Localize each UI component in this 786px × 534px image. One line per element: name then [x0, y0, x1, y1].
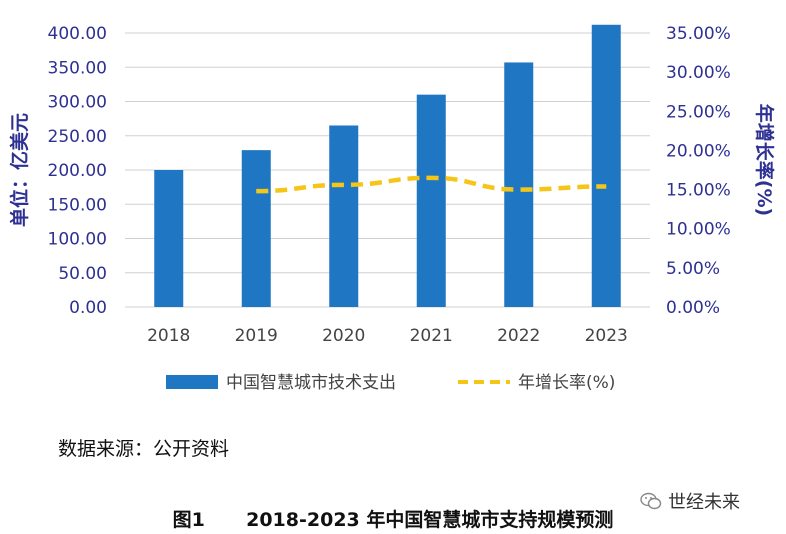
chart-canvas: 0.00 50.00 100.00 150.00 200.00 250.00 300.00 3… [8, 24, 776, 393]
figure-caption: 图1 2018-2023 年中国智慧城市支持规模预测 [0, 505, 786, 532]
growth-rate-line [256, 175, 607, 194]
x-tick-label: 2018 [147, 326, 190, 346]
y2-tick-label: 20.00% [666, 141, 731, 161]
left-axis-ticks: 0.00 50.00 100.00 150.00 200.00 250.00 300.00 3… [48, 24, 107, 318]
watermark: 世经未来 [640, 488, 740, 514]
bar [591, 24, 621, 308]
caption-prefix: 图1 [172, 509, 205, 531]
y-tick-label: 350.00 [48, 58, 107, 78]
wechat-icon [640, 492, 662, 510]
chart-bars [154, 24, 621, 308]
y-tick-label: 150.00 [48, 195, 107, 215]
watermark-text: 世经未来 [668, 492, 740, 513]
y-tick-label: 250.00 [48, 127, 107, 147]
x-tick-label: 2023 [585, 326, 628, 346]
y-tick-label: 400.00 [48, 24, 107, 44]
x-axis-ticks: 2018 2019 2020 2021 2022 2023 [147, 326, 628, 346]
y2-tick-label: 0.00% [666, 298, 720, 318]
bar [504, 62, 534, 307]
chart-grid [125, 32, 650, 308]
y-tick-label: 300.00 [48, 93, 107, 113]
legend-line-label: 年增长率(%) [518, 373, 615, 393]
legend-bar-label: 中国智慧城市技术支出 [226, 373, 396, 393]
y-tick-label: 50.00 [58, 264, 107, 284]
right-axis-ticks: 0.00% 5.00% 10.00% 15.00% 20.00% 25.00% 30.00%… [666, 24, 731, 318]
bar [329, 125, 359, 307]
legend: 中国智慧城市技术支出 年增长率(%) [166, 373, 615, 393]
y-tick-label: 100.00 [48, 230, 107, 250]
y2-axis-title: 年增长率(%) [753, 104, 776, 216]
bar [416, 94, 446, 308]
y-axis-title: 单位：亿美元 [8, 113, 31, 227]
caption-title: 2018-2023 年中国智慧城市支持规模预测 [246, 509, 614, 531]
source-note: 数据来源：公开资料 [58, 438, 230, 460]
y2-tick-label: 25.00% [666, 102, 731, 122]
x-tick-label: 2020 [322, 326, 365, 346]
y-tick-label: 0.00 [69, 298, 107, 318]
y2-tick-label: 5.00% [666, 259, 720, 279]
x-tick-label: 2019 [235, 326, 278, 346]
y2-tick-label: 15.00% [666, 181, 731, 201]
y2-tick-label: 30.00% [666, 63, 731, 83]
y-tick-label: 200.00 [48, 161, 107, 181]
y2-tick-label: 10.00% [666, 220, 731, 240]
bar [241, 150, 271, 307]
growth-line [256, 175, 607, 194]
y2-tick-label: 35.00% [666, 24, 731, 44]
x-tick-label: 2021 [410, 326, 453, 346]
bar [154, 170, 184, 307]
legend-bar-swatch [166, 375, 218, 389]
x-tick-label: 2022 [497, 326, 540, 346]
